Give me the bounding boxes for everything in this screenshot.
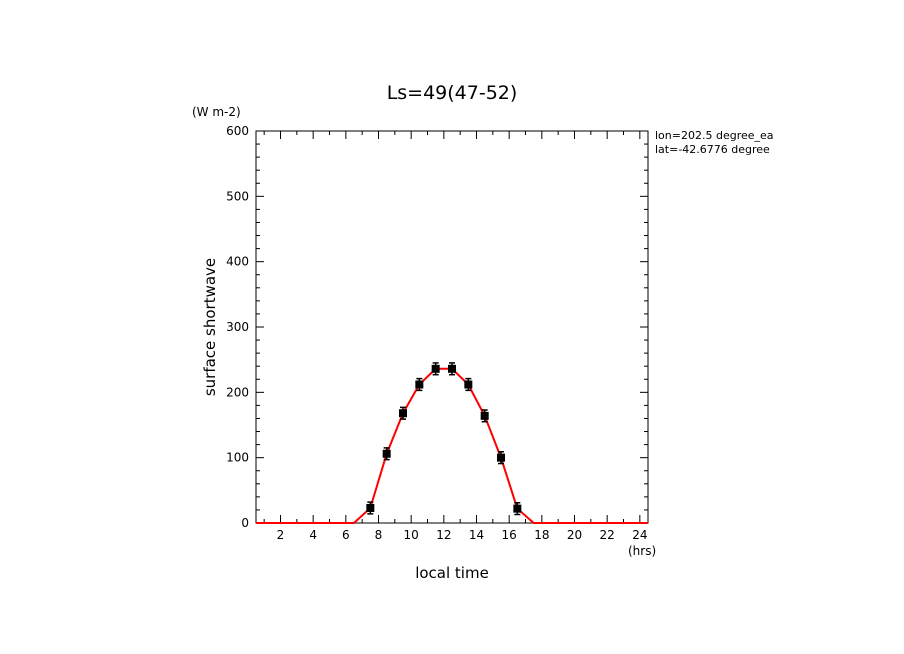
y-unit-label: (W m-2) (192, 105, 241, 119)
x-axis-label: local time (415, 564, 489, 582)
x-tick-label: 12 (436, 528, 451, 542)
data-point (464, 380, 473, 389)
x-tick-label: 20 (567, 528, 582, 542)
x-tick-label: 8 (375, 528, 383, 542)
y-tick-label: 0 (241, 516, 249, 530)
annotation-lon: lon=202.5 degree_ea (655, 129, 774, 142)
data-point (497, 453, 505, 462)
y-tick-label: 200 (226, 385, 249, 399)
data-point (382, 449, 391, 458)
y-tick-label: 500 (226, 189, 249, 203)
x-tick-label: 4 (309, 528, 317, 542)
y-tick-label: 400 (226, 255, 249, 269)
chart-title: Ls=49(47-52) (387, 82, 518, 104)
data-point (480, 411, 489, 420)
y-tick-label: 600 (226, 124, 249, 138)
data-point (431, 364, 440, 373)
data-point (415, 380, 424, 389)
x-tick-label: 2 (277, 528, 285, 542)
y-tick-label: 100 (226, 451, 249, 465)
x-tick-label: 18 (534, 528, 549, 542)
x-tick-label: 14 (469, 528, 484, 542)
plot-frame (255, 130, 649, 524)
data-point (513, 504, 522, 513)
series-line (256, 367, 648, 524)
y-tick-label: 300 (226, 320, 249, 334)
data-point (448, 364, 456, 373)
x-unit-label: (hrs) (628, 544, 656, 558)
x-tick-label: 22 (600, 528, 615, 542)
annotation-lat: lat=-42.6776 degree (655, 143, 770, 156)
data-point (366, 503, 375, 512)
x-tick-label: 6 (342, 528, 350, 542)
x-tick-label: 24 (632, 528, 647, 542)
data-point (399, 409, 407, 418)
y-axis-label: surface shortwave (201, 258, 219, 396)
x-tick-label: 10 (404, 528, 419, 542)
x-tick-label: 16 (502, 528, 517, 542)
